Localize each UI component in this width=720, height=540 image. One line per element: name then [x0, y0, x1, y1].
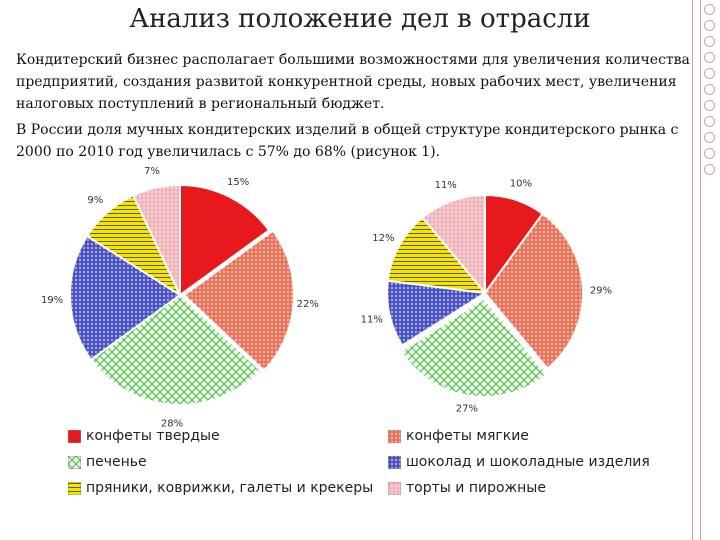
decorative-dots	[702, 0, 718, 200]
pie-slice	[399, 297, 548, 398]
legend-item-gingerbread: пряники, коврижки, галеты и крекеры	[68, 480, 373, 496]
pie-slice	[89, 293, 262, 406]
legend-item-hard-candy: конфеты твердые	[68, 428, 220, 444]
legend-swatch	[68, 429, 81, 443]
legend-label: конфеты мягкие	[406, 428, 529, 444]
legend-swatch	[388, 455, 401, 469]
pie-chart-2010: 10% 29% 27% 11% 12% 11%	[361, 179, 612, 415]
pie-slice	[421, 193, 486, 296]
pie-slice-label: 7%	[144, 166, 160, 177]
legend-item-cakes: торты и пирожные	[388, 480, 546, 496]
pie-slice	[386, 216, 488, 295]
pie-charts: 15% 22% 28% 19% 9% 7% 10% 29% 27% 11% 12% 11%	[41, 166, 612, 430]
slide-title: Анализ положение дел в отрасли	[129, 4, 591, 34]
legend-label: конфеты твердые	[86, 428, 220, 444]
legend-swatch	[68, 455, 81, 469]
pie-slice-label: 10%	[510, 179, 532, 190]
paragraph-1: Кондитерский бизнес располагает большими…	[16, 52, 690, 112]
pie-slice-label: 22%	[297, 299, 319, 310]
pie-slice	[179, 183, 271, 297]
slide-frame-line	[692, 0, 693, 540]
pie-slice-label: 28%	[161, 419, 183, 430]
pie-slice-label: 29%	[590, 285, 612, 296]
chart-legend: конфеты твердые конфеты мягкие печенье ш…	[68, 428, 688, 506]
legend-label: шоколад и шоколадные изделия	[406, 454, 650, 470]
pie-chart-2000: 15% 22% 28% 19% 9% 7%	[41, 166, 319, 430]
legend-item-cookies: печенье	[68, 454, 147, 470]
legend-label: торты и пирожные	[406, 480, 546, 496]
slide-frame-line	[700, 0, 701, 540]
pie-slice-label: 27%	[456, 404, 478, 415]
legend-swatch	[68, 481, 81, 495]
pie-slice-label: 15%	[227, 177, 249, 188]
pie-slice-label: 11%	[361, 314, 383, 325]
pie-slice	[483, 212, 584, 370]
legend-swatch	[388, 429, 401, 443]
legend-swatch	[388, 481, 401, 495]
legend-label: пряники, коврижки, галеты и крекеры	[86, 480, 374, 496]
paragraph-2: В России доля мучных кондитерских издели…	[16, 122, 679, 160]
pie-slice-label: 12%	[372, 233, 394, 244]
legend-item-soft-candy: конфеты мягкие	[388, 428, 529, 444]
pie-slice	[182, 229, 295, 372]
pie-slice-label: 11%	[435, 180, 457, 191]
legend-label: печенье	[86, 454, 147, 470]
pie-slice-label: 9%	[87, 195, 103, 206]
legend-item-chocolate: шоколад и шоколадные изделия	[388, 454, 650, 470]
pie-slice-label: 19%	[41, 295, 63, 306]
pie-slice	[131, 183, 181, 296]
pie-slice	[69, 234, 182, 362]
pie-slice	[386, 279, 488, 347]
